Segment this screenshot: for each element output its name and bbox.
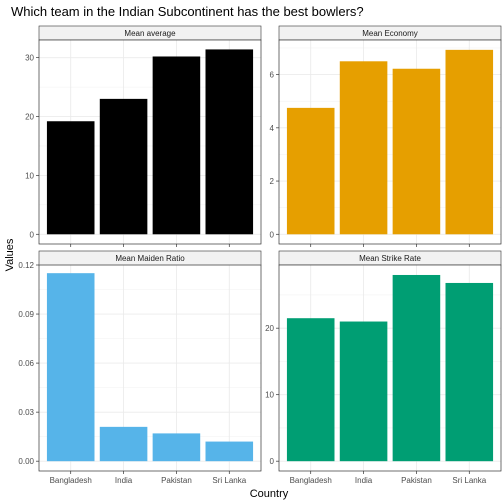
x-tick-label: Bangladesh xyxy=(50,476,92,485)
panel-title: Mean Strike Rate xyxy=(359,254,421,263)
y-tick-label: 20 xyxy=(265,324,274,333)
bar-sri-lanka xyxy=(205,49,254,235)
bar-pakistan xyxy=(152,56,201,235)
y-tick-label: 10 xyxy=(265,391,274,400)
chart-title: Which team in the Indian Subcontinent ha… xyxy=(11,4,364,19)
panel-1: Mean average 0 10 20 30 xyxy=(25,25,262,247)
x-tick-label: India xyxy=(355,476,373,485)
bar-sri-lanka xyxy=(445,282,494,462)
panel-border xyxy=(278,39,502,245)
y-tick-label: 0.06 xyxy=(18,359,34,368)
panel-4: Mean Strike Rate 0 10 20 Bangladesh India Paki… xyxy=(265,250,502,485)
bar-bangladesh xyxy=(286,107,335,235)
bar-india xyxy=(99,98,148,235)
x-tick-label: Sri Lanka xyxy=(452,476,486,485)
y-tick-label: 0 xyxy=(270,230,275,239)
bar-sri-lanka xyxy=(445,49,494,235)
y-tick-label: 30 xyxy=(25,54,34,63)
x-axis-title: Country xyxy=(250,488,289,500)
bar-india xyxy=(339,61,388,235)
y-axis-title: Values xyxy=(4,238,16,271)
panel-title: Mean average xyxy=(124,29,176,38)
bar-india xyxy=(339,321,388,462)
panel-border xyxy=(278,264,502,472)
x-tick-label: Pakistan xyxy=(161,476,192,485)
y-tick-label: 2 xyxy=(270,177,275,186)
bar-bangladesh xyxy=(46,273,95,462)
y-tick-label: 0.00 xyxy=(18,457,34,466)
y-tick-label: 4 xyxy=(270,124,275,133)
y-tick-label: 6 xyxy=(270,71,275,80)
x-tick-label: India xyxy=(115,476,133,485)
panel-border xyxy=(38,39,262,245)
bar-sri-lanka xyxy=(205,441,254,462)
x-tick-label: Pakistan xyxy=(401,476,432,485)
bar-bangladesh xyxy=(46,121,95,235)
panel-title: Mean Maiden Ratio xyxy=(115,254,185,263)
panel-title: Mean Economy xyxy=(362,29,418,38)
x-tick-label: Sri Lanka xyxy=(212,476,246,485)
bar-pakistan xyxy=(392,68,441,235)
panel-2: Mean Economy 0 2 4 6 xyxy=(270,25,502,247)
y-tick-label: 0 xyxy=(30,230,35,239)
y-tick-label: 0.12 xyxy=(18,261,34,270)
y-tick-label: 20 xyxy=(25,113,34,122)
bar-bangladesh xyxy=(286,318,335,462)
y-tick-label: 0.09 xyxy=(18,310,34,319)
y-tick-label: 0.03 xyxy=(18,408,34,417)
bar-india xyxy=(99,426,148,462)
y-tick-label: 0 xyxy=(270,457,275,466)
bar-pakistan xyxy=(152,433,201,462)
x-tick-label: Bangladesh xyxy=(290,476,332,485)
bar-pakistan xyxy=(392,274,441,462)
panel-border xyxy=(38,264,262,472)
y-tick-label: 10 xyxy=(25,171,34,180)
panel-3: Mean Maiden Ratio 0.00 0.03 0.06 0.09 0.12 Ban… xyxy=(18,250,262,485)
